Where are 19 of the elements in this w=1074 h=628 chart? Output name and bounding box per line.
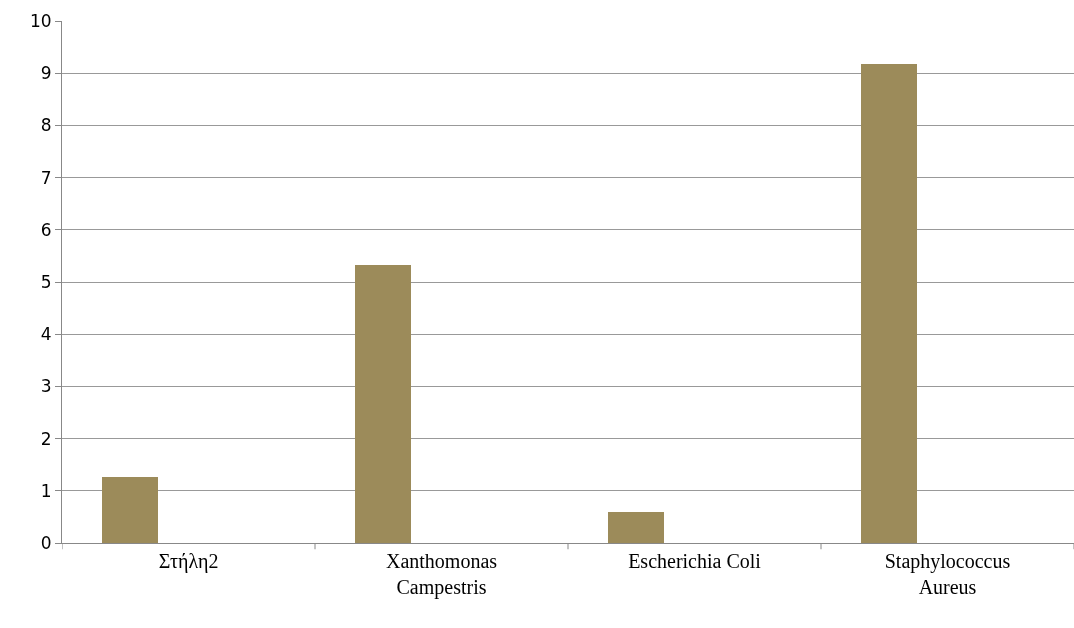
- y-tick-label: 6: [40, 219, 52, 240]
- y-tick-label: 2: [40, 428, 52, 449]
- x-tick-label: Xanthomonas Campestris: [385, 550, 498, 599]
- y-tick-label: 10: [29, 10, 52, 31]
- y-tick-label: 7: [40, 167, 52, 188]
- x-tick-label: Στήλη2: [158, 550, 219, 573]
- y-tick-label: 4: [40, 324, 52, 345]
- y-tick-label: 0: [40, 532, 52, 553]
- bar: [608, 512, 664, 543]
- x-tick-label: Escherichia Coli: [628, 550, 762, 572]
- bar: [355, 265, 411, 543]
- x-tick-label: Staphylococcus Aureus: [884, 550, 1011, 598]
- y-tick-label: 9: [40, 63, 52, 84]
- y-tick-label: 1: [40, 480, 52, 501]
- y-tick-label: 8: [40, 115, 52, 136]
- y-tick-label: 3: [40, 376, 52, 397]
- bar: [102, 477, 158, 543]
- bar: [861, 64, 917, 543]
- y-tick-label: 5: [40, 271, 52, 292]
